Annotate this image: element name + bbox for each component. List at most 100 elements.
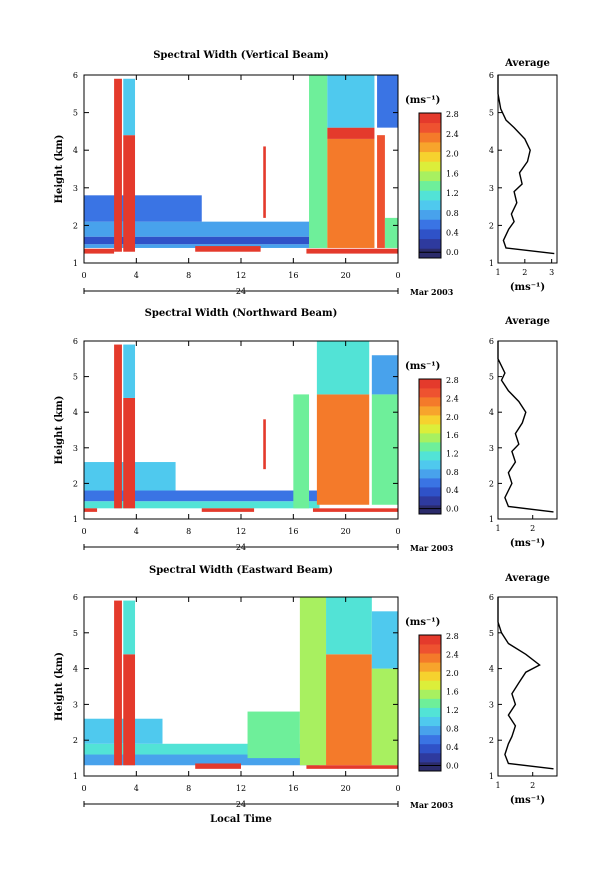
average-title: Average: [504, 316, 550, 327]
colorbar-swatch: [419, 725, 441, 736]
x-tick-label: 0: [81, 527, 86, 536]
average-y-tick-label: 3: [489, 700, 494, 709]
heatmap-cell-6: [123, 78, 136, 136]
colorbar-swatch: [419, 505, 441, 515]
heatmap-cell-7: [195, 246, 261, 252]
y-tick-label: 5: [73, 109, 78, 118]
y-axis-label: Height (km): [54, 396, 65, 465]
heatmap-cell-3: [114, 600, 122, 766]
heatmap-cell-10: [326, 597, 372, 655]
x-tick-label: 0: [395, 527, 400, 536]
heatmap-cells: [84, 341, 398, 512]
panel-title: Spectral Width (Vertical Beam): [153, 50, 329, 61]
colorbar-tick-label: 1.2: [446, 706, 459, 715]
date-label: Mar 2003: [410, 287, 454, 297]
average-y-tick-label: 6: [489, 337, 494, 346]
colorbar-swatch: [419, 644, 441, 654]
colorbar-tick-label: 2.0: [446, 413, 459, 422]
average-y-tick-label: 3: [489, 184, 494, 193]
heatmap-cell-8: [293, 394, 310, 509]
heatmap-cell-0: [84, 244, 320, 248]
colorbar-tick-label: 0.0: [446, 505, 459, 514]
heatmap-cell-1: [84, 236, 320, 245]
colorbar-swatch: [419, 406, 441, 416]
average-x-tick-label: 1: [495, 524, 500, 533]
colorbar-tick-label: 2.4: [446, 651, 459, 660]
heatmap-cell-10: [327, 138, 375, 248]
heatmap-cell-4: [123, 654, 136, 766]
x-tick-label: 4: [134, 527, 139, 536]
colorbar-tick-label: 0.4: [446, 486, 459, 495]
colorbar-frame: [418, 112, 442, 259]
colorbar-swatch: [419, 219, 441, 230]
panel-title: Spectral Width (Eastward Beam): [149, 565, 333, 576]
heatmap-cell-6: [195, 763, 241, 769]
panel-title: Spectral Width (Northward Beam): [145, 308, 338, 319]
heatmap-cell-11: [371, 668, 398, 766]
heatmap-cell-0: [84, 754, 320, 766]
x-tick-label: 20: [341, 271, 351, 280]
colorbar-tick-label: 2.0: [446, 150, 459, 159]
colorbar-tick-label: 2.8: [446, 376, 459, 385]
colorbar-tick-label: 1.6: [446, 688, 459, 697]
y-tick-label: 1: [73, 259, 78, 268]
average-x-label: (ms⁻¹): [510, 282, 545, 293]
colorbar-swatch: [419, 478, 441, 488]
colorbar-swatch: [419, 734, 441, 745]
y-tick-label: 2: [73, 221, 78, 230]
y-axis-label: Height (km): [54, 652, 65, 721]
heatmap-cell-4: [123, 397, 136, 509]
colorbar-swatch: [419, 122, 441, 133]
average-x-label: (ms⁻¹): [510, 538, 545, 549]
colorbar-swatch: [419, 238, 441, 249]
x-tick-label: 8: [186, 784, 191, 793]
average-y-tick-label: 1: [489, 259, 494, 268]
heatmap-cell-1: [84, 490, 320, 502]
y-tick-label: 2: [73, 736, 78, 745]
colorbar-swatch: [419, 671, 441, 681]
average-title: Average: [504, 58, 550, 69]
y-tick-label: 3: [73, 444, 78, 453]
x-tick-label: 12: [236, 271, 246, 280]
day-label: 24: [236, 800, 246, 809]
heatmap-cell-12: [371, 355, 398, 395]
x-axis-label: Local Time: [210, 814, 272, 825]
colorbar-swatch: [419, 689, 441, 699]
heatmap-cell-3: [114, 344, 122, 509]
average-y-tick-label: 5: [489, 629, 494, 638]
heatmap-cell-5: [123, 600, 136, 655]
y-tick-label: 6: [73, 71, 78, 80]
colorbar-swatch: [419, 190, 441, 201]
x-tick-label: 20: [341, 527, 351, 536]
average-profile-line: [497, 597, 554, 770]
colorbar-tick-label: 2.4: [446, 130, 459, 139]
colorbar-swatch: [419, 442, 441, 452]
heatmap-cell-9: [326, 654, 372, 766]
y-tick-label: 5: [73, 373, 78, 382]
colorbar-swatch: [419, 151, 441, 162]
panel-2: Spectral Width (Northward Beam)0 4 8 12 16 20…: [54, 308, 558, 553]
colorbar-swatch: [419, 752, 441, 763]
heatmap-cell-9: [309, 75, 328, 248]
colorbar-swatch: [419, 653, 441, 663]
heatmap-cell-1: [84, 743, 320, 755]
x-tick-label: 0: [395, 271, 400, 280]
colorbar-swatch: [419, 113, 441, 124]
heatmap-cell-13: [377, 135, 385, 248]
heatmap-cell-13: [306, 765, 398, 769]
heatmap-cell-15: [384, 217, 398, 248]
colorbar-unit: (ms⁻¹): [405, 95, 440, 106]
average-y-tick-label: 2: [489, 736, 494, 745]
heatmap-cells: [84, 597, 398, 769]
colorbar-swatch: [419, 698, 441, 708]
heatmap-cell-17: [306, 248, 398, 254]
colorbar-swatch: [419, 379, 441, 389]
colorbar-swatch: [419, 209, 441, 220]
colorbar-tick-label: 0.4: [446, 228, 459, 237]
colorbar-swatch: [419, 716, 441, 727]
colorbar-unit: (ms⁻¹): [405, 617, 440, 628]
colorbar-swatch: [419, 424, 441, 434]
x-tick-label: 8: [186, 527, 191, 536]
colorbar-swatch: [419, 180, 441, 191]
colorbar-swatch: [419, 680, 441, 690]
